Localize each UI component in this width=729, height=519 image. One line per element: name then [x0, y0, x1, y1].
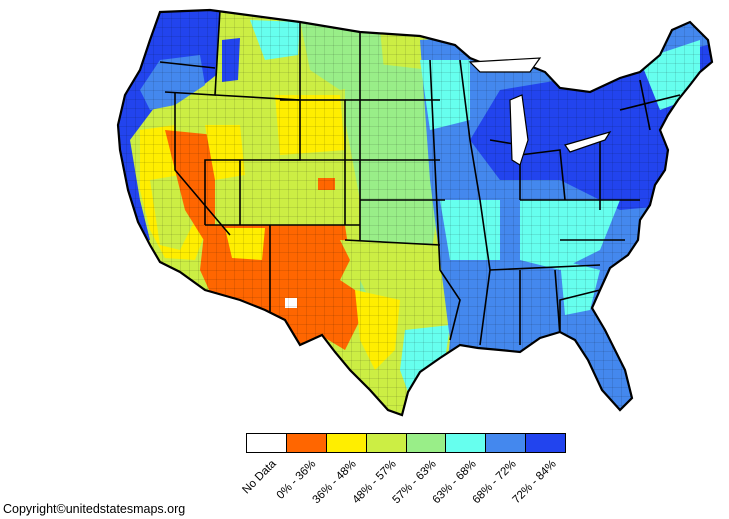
county-grid-overlay — [118, 10, 712, 415]
legend-label: No Data — [240, 458, 279, 497]
lake-erie — [564, 130, 612, 153]
legend-swatch — [366, 434, 407, 452]
lake-superior — [468, 57, 542, 73]
legend-colorbar — [246, 433, 566, 453]
legend-swatch — [526, 434, 565, 452]
lake-michigan — [509, 94, 529, 166]
legend-swatch — [247, 434, 287, 452]
legend-swatch — [326, 434, 367, 452]
legend-swatch — [406, 434, 447, 452]
us-county-map — [116, 8, 714, 417]
state-borders — [159, 10, 681, 346]
copyright-text: Copyright©unitedstatesmaps.org — [3, 502, 186, 516]
legend-swatch — [446, 434, 487, 452]
legend-swatch — [486, 434, 527, 452]
legend-swatch — [286, 434, 327, 452]
